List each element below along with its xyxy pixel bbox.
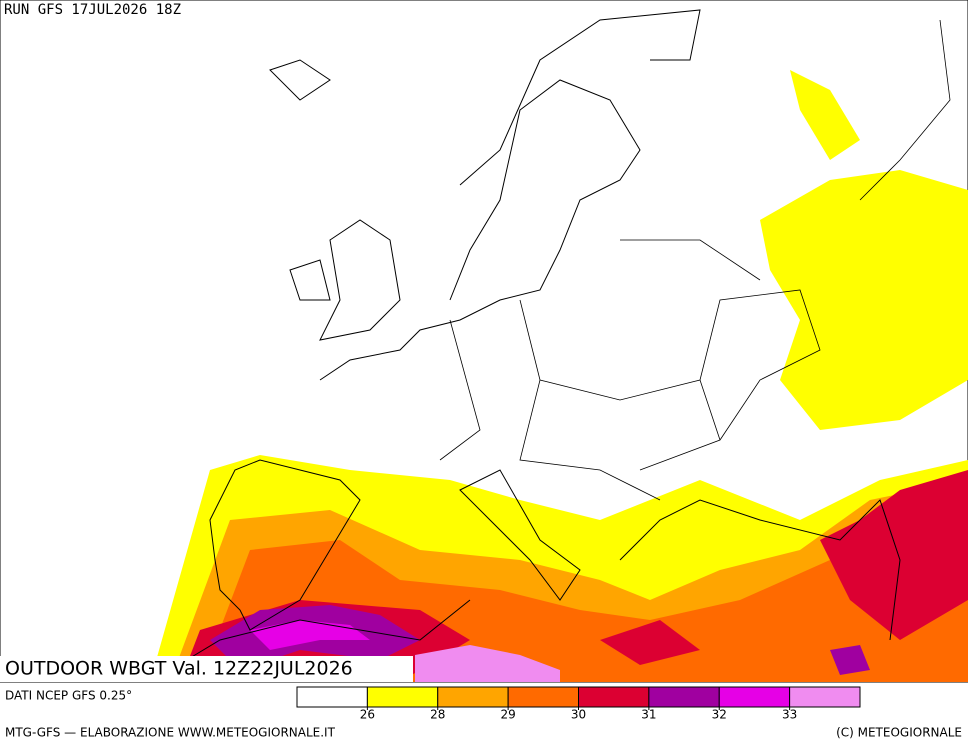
run-label: RUN GFS 17JUL2026 18Z (4, 2, 181, 18)
coastlines (149, 9, 901, 683)
title-box (0, 656, 413, 682)
heat-area (760, 170, 968, 430)
heat-area (250, 620, 370, 650)
legend-swatch (296, 686, 368, 708)
heat-area (830, 645, 870, 675)
legend-tick-label: 26 (360, 708, 375, 722)
legend-tick-label: 29 (500, 708, 515, 722)
legend-swatch (718, 686, 791, 708)
legend-tick-label: 31 (641, 708, 656, 722)
legend-tick-label: 33 (782, 708, 797, 722)
credit-label: MTG-GFS — ELABORAZIONE WWW.METEOGIORNALE… (5, 726, 336, 740)
legend-swatch (437, 686, 509, 708)
legend-swatch (648, 686, 720, 708)
heat-area (790, 70, 860, 160)
heat-area (415, 645, 560, 682)
legend-swatch (507, 686, 579, 708)
legend-swatch (578, 686, 650, 708)
legend: 26 28 29 30 31 32 33 (296, 686, 861, 722)
legend-swatch (366, 686, 439, 708)
source-label: DATI NCEP GFS 0.25° (5, 689, 132, 703)
legend-tick-label: 32 (712, 708, 727, 722)
copyright-label: (C) METEOGIORNALE (836, 726, 962, 740)
borders (439, 19, 951, 501)
heat-area (600, 620, 700, 665)
legend-tick-label: 30 (571, 708, 586, 722)
map-title: OUTDOOR WBGT Val. 12Z22JUL2026 (5, 658, 353, 680)
heat-area (820, 470, 968, 640)
legend-tick-label: 28 (430, 708, 445, 722)
legend-swatch (789, 686, 861, 708)
